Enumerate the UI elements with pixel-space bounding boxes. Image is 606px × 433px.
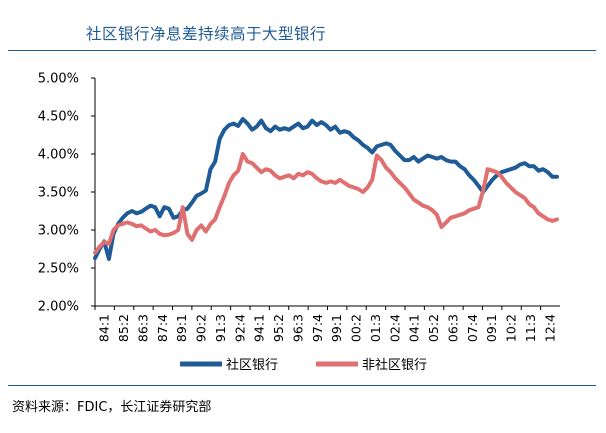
x-tick-label: 99:1 [329, 314, 344, 342]
x-tick-label: 86:3 [135, 314, 150, 342]
x-tick-label: 02:4 [387, 314, 402, 342]
series-lines [93, 117, 559, 261]
x-tick-label: 06:3 [445, 314, 460, 342]
x-tick-label: 90:2 [194, 314, 209, 342]
x-tick-label: 92:4 [232, 314, 247, 342]
y-tick-label: 2.50% [38, 262, 79, 277]
x-tick-label: 05:2 [426, 314, 441, 342]
x-tick-labels: 84:1 85:2 86:3 87:4 89:1 90:2 91:3 92:4 94:1 95:2… [97, 314, 558, 342]
x-tick-label: 12:4 [542, 314, 557, 342]
y-tick-label: 3.00% [38, 224, 79, 239]
source-divider [8, 385, 596, 386]
legend-label: 非社区银行 [362, 357, 427, 373]
source-note: 资料来源：FDIC，长江证券研究部 [12, 400, 212, 415]
x-tick-label: 87:4 [155, 314, 170, 342]
x-tick-label: 01:3 [368, 314, 383, 342]
x-tick-label: 09:1 [484, 314, 499, 342]
series-line-community-banks [93, 117, 559, 261]
x-tick-label: 11:3 [523, 314, 538, 342]
x-tick-label: 10:2 [504, 314, 519, 342]
legend: 社区银行 非社区银行 [180, 357, 427, 373]
chart-title: 社区银行净息差持续高于大型银行 [86, 25, 327, 43]
y-tick-labels: 5.00% 4.50% 4.00% 3.50% 3.00% 2.50% 2.00% [38, 72, 79, 315]
x-tick-label: 89:1 [174, 314, 189, 342]
y-tick-label: 4.00% [38, 148, 79, 163]
x-tick-label: 95:2 [271, 314, 286, 342]
x-tick-label: 07:4 [465, 314, 480, 342]
x-tick-label: 96:3 [290, 314, 305, 342]
x-tick-label: 04:1 [407, 314, 422, 342]
x-tick-label: 91:3 [213, 314, 228, 342]
y-tick-label: 5.00% [38, 72, 79, 87]
x-tick-label: 94:1 [252, 314, 267, 342]
y-tick-label: 2.00% [38, 300, 79, 315]
y-tick-label: 4.50% [38, 110, 79, 125]
series-line-non-community-banks [93, 152, 559, 255]
x-tick-label: 85:2 [116, 314, 131, 342]
axes [91, 77, 560, 310]
legend-label: 社区银行 [226, 357, 278, 373]
x-tick-label: 00:2 [349, 314, 364, 342]
x-tick-label: 84:1 [97, 314, 112, 342]
y-tick-label: 3.50% [38, 186, 79, 201]
title-divider [8, 50, 596, 51]
x-tick-label: 97:4 [310, 314, 325, 342]
line-chart: 5.00% 4.50% 4.00% 3.50% 3.00% 2.50% 2.00% 84:1… [38, 72, 560, 373]
